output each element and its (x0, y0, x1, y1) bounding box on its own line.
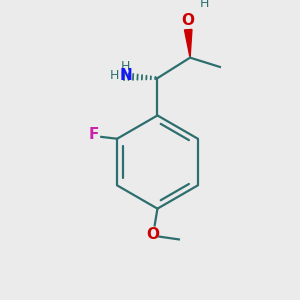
Polygon shape (184, 29, 192, 58)
Text: H: H (121, 59, 130, 73)
Text: O: O (181, 13, 194, 28)
Text: N: N (119, 68, 132, 83)
Text: O: O (146, 227, 159, 242)
Text: H: H (200, 0, 209, 10)
Text: H: H (110, 69, 119, 82)
Text: F: F (88, 127, 99, 142)
